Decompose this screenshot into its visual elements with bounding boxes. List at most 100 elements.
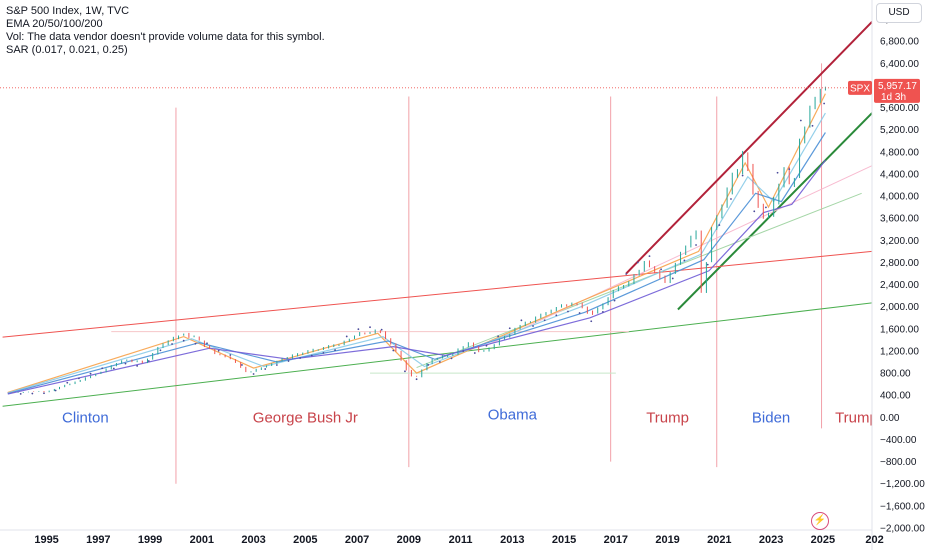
- volume-note: Vol: The data vendor doesn't provide vol…: [6, 31, 325, 43]
- x-tick-label-4: 2003: [241, 534, 265, 546]
- sar-dot-59: [706, 263, 709, 266]
- x-tick-label-3: 2001: [190, 534, 214, 546]
- symbol-title[interactable]: S&P 500 Index, 1W, TVC: [6, 5, 130, 17]
- price-badge-bg: [874, 78, 920, 103]
- sar-indicator-label[interactable]: SAR (0.017, 0.021, 0.25): [6, 44, 128, 56]
- sar-dot-69: [823, 102, 826, 105]
- price-badge-value: 5,957.17: [878, 81, 917, 92]
- y-tick-label-7: 4,400.00: [880, 169, 919, 180]
- sar-dot-25: [310, 354, 313, 357]
- x-tick-label-6: 2007: [345, 534, 369, 546]
- sar-dot-34: [415, 378, 418, 381]
- y-tick-label-23: −2,000.00: [880, 524, 925, 535]
- y-tick-label-22: −1,600.00: [880, 501, 925, 512]
- sar-dot-58: [695, 244, 697, 246]
- sar-dot-49: [590, 320, 593, 323]
- era-label-1[interactable]: George Bush Jr: [253, 409, 358, 426]
- ema-line-1: [7, 93, 826, 394]
- sar-dot-60: [718, 224, 721, 226]
- sar-dot-24: [299, 357, 302, 359]
- trendline-red-upper-channel[interactable]: [625, 21, 873, 275]
- x-tick-label-8: 2011: [449, 534, 473, 546]
- x-tick-label-10: 2015: [552, 534, 576, 546]
- x-tick-label-5: 2005: [293, 534, 317, 546]
- x-tick-label-12: 2019: [655, 534, 679, 546]
- ema-indicator-label[interactable]: EMA 20/50/100/200: [6, 18, 103, 30]
- sar-dot-4: [66, 381, 69, 384]
- era-label-2[interactable]: Obama: [488, 407, 538, 424]
- sar-dot-35: [427, 364, 430, 366]
- sar-dot-9: [124, 362, 127, 365]
- sar-dot-68: [811, 124, 814, 127]
- sar-dot-0: [19, 392, 22, 395]
- era-label-4[interactable]: Biden: [752, 409, 790, 426]
- era-label-0[interactable]: Clinton: [62, 409, 109, 426]
- y-tick-label-21: −1,200.00: [880, 479, 925, 490]
- price-badge-countdown: 1d 3h: [881, 92, 906, 103]
- x-tick-label-14: 2023: [759, 534, 783, 546]
- x-tick-label-11: 2017: [604, 534, 628, 546]
- x-tick-label-7: 2009: [397, 534, 421, 546]
- sar-dot-42: [508, 327, 511, 330]
- sar-dot-11: [147, 360, 150, 362]
- x-tick-label-9: 2013: [500, 534, 524, 546]
- y-tick-label-11: 2,800.00: [880, 258, 919, 269]
- sar-dot-31: [380, 328, 383, 331]
- sar-dot-13: [171, 343, 173, 345]
- x-tick-label-13: 2021: [707, 534, 731, 546]
- era-label-3[interactable]: Trump: [646, 409, 689, 426]
- sar-dot-10: [136, 365, 139, 367]
- trendline-red-long-term[interactable]: [2, 250, 873, 338]
- ema-line-2: [7, 112, 826, 394]
- chart-legend: S&P 500 Index, 1W, TVC EMA 20/50/100/200…: [6, 5, 325, 57]
- y-tick-label-1: 6,800.00: [880, 37, 919, 48]
- sar-dot-18: [229, 354, 232, 356]
- symbol-badge[interactable]: SPX: [850, 83, 870, 94]
- sar-dot-46: [555, 314, 558, 317]
- era-label-5[interactable]: Trump: [835, 409, 878, 426]
- sar-dot-40: [485, 344, 488, 347]
- sar-dot-48: [578, 312, 581, 314]
- sar-dot-28: [345, 335, 348, 338]
- sar-dot-36: [438, 360, 441, 363]
- sar-dot-52: [625, 273, 628, 275]
- sar-dot-45: [543, 319, 546, 322]
- x-tick-label-0: 1995: [34, 534, 58, 546]
- lightning-icon[interactable]: ⚡: [811, 512, 829, 530]
- y-tick-label-15: 1,200.00: [880, 346, 919, 357]
- y-tick-label-9: 3,600.00: [880, 214, 919, 225]
- y-tick-label-6: 4,800.00: [880, 147, 919, 158]
- y-tick-label-8: 4,000.00: [880, 192, 919, 203]
- y-tick-label-13: 2,000.00: [880, 302, 919, 313]
- sar-dot-44: [532, 325, 534, 327]
- sar-dot-33: [404, 370, 406, 373]
- sar-dot-43: [520, 319, 523, 322]
- sar-dot-2: [43, 392, 45, 395]
- y-tick-label-4: 5,600.00: [880, 103, 919, 114]
- trendline-faint-red[interactable]: [486, 165, 873, 346]
- sar-dot-3: [54, 389, 57, 392]
- sar-dot-15: [194, 342, 197, 345]
- y-tick-label-18: 0.00: [880, 413, 900, 424]
- sar-dot-29: [357, 328, 360, 331]
- sar-dot-5: [78, 377, 80, 380]
- sar-dot-61: [730, 198, 732, 200]
- y-tick-label-17: 400.00: [880, 391, 911, 402]
- x-tick-label-2: 1999: [138, 534, 162, 546]
- sar-dot-54: [648, 255, 651, 258]
- sar-dot-64: [765, 206, 767, 209]
- currency-selector[interactable]: USD: [876, 3, 922, 23]
- sar-dot-39: [473, 352, 476, 354]
- sar-dot-32: [392, 349, 395, 352]
- y-tick-label-10: 3,200.00: [880, 236, 919, 247]
- sar-dot-66: [788, 168, 791, 171]
- x-tick-label-1: 1997: [86, 534, 110, 546]
- ema-line-3: [7, 132, 826, 395]
- sar-dot-27: [334, 349, 336, 351]
- sar-dot-65: [776, 171, 779, 174]
- sar-dot-8: [112, 367, 115, 370]
- trendline-faint-green[interactable]: [416, 192, 862, 369]
- sar-dot-62: [741, 174, 744, 177]
